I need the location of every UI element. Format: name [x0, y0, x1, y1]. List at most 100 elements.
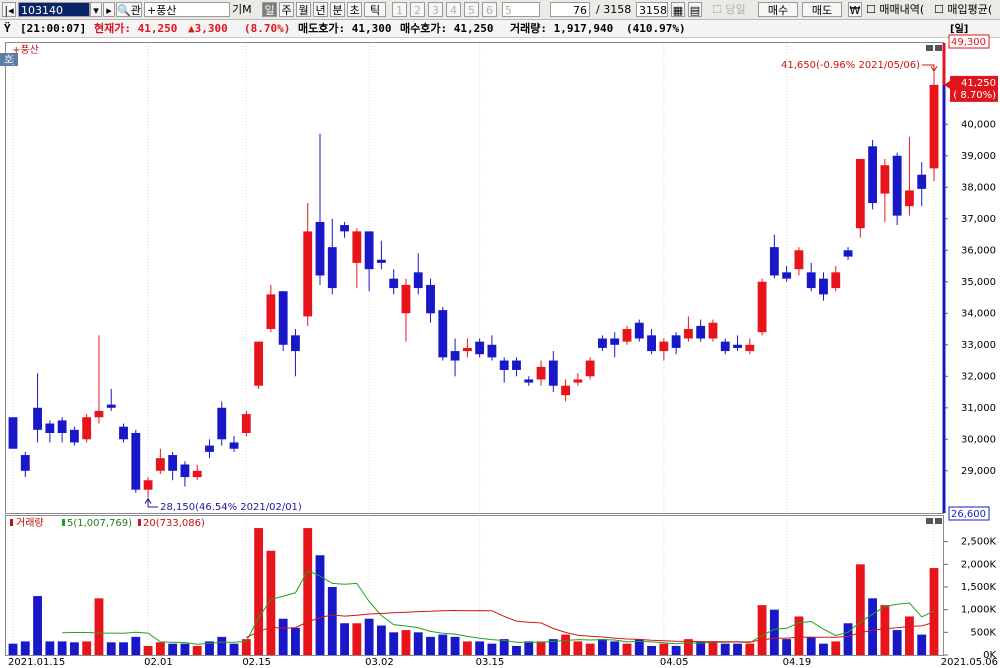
x-tick-label: 04.05 — [660, 657, 689, 668]
candle-body — [401, 284, 411, 314]
candle-body — [94, 410, 104, 418]
won-button[interactable]: ₩ — [848, 2, 862, 17]
candle-body — [475, 341, 485, 355]
candle-body — [155, 458, 165, 471]
count-button[interactable]: 1 — [392, 2, 407, 17]
pane-button[interactable] — [935, 518, 942, 524]
x-tick-label: 03.15 — [476, 657, 505, 668]
pane-button[interactable] — [926, 518, 933, 524]
name-box: +풍산 — [144, 2, 230, 17]
volume-bar — [905, 616, 914, 655]
candle-body — [303, 231, 313, 317]
first-button[interactable]: |◂ — [2, 2, 16, 17]
icon-button[interactable]: ▤ — [688, 2, 702, 17]
y-tick-label: 37,000 — [961, 214, 996, 225]
volume-bar — [241, 639, 251, 655]
volume-bar — [634, 639, 644, 655]
volume-ma-line — [246, 609, 935, 643]
volume-bar — [450, 636, 460, 655]
count-button[interactable]: 3 — [428, 2, 443, 17]
sell-button[interactable]: 매도 — [802, 2, 842, 17]
trades-check[interactable]: ☐ 매매내역( — [866, 3, 925, 16]
avg-check[interactable]: ☐ 매입평균( — [934, 3, 993, 16]
y2-tick-label: 1,500K — [961, 582, 997, 593]
y2-tick-label: 2,500K — [961, 537, 997, 548]
count-button[interactable]: 6 — [482, 2, 497, 17]
volume-bar — [131, 636, 141, 655]
candle-body — [512, 360, 521, 370]
y-tick-label: 32,000 — [961, 371, 996, 382]
next-button[interactable]: ▸ — [103, 2, 115, 17]
candle-body — [905, 190, 914, 207]
icon-button[interactable]: ▦ — [671, 2, 685, 17]
price: 현재가: 41,250 — [94, 22, 178, 35]
candle-body — [487, 344, 497, 358]
pin: Ÿ — [4, 22, 11, 35]
y-tick-label: 30,000 — [961, 434, 996, 445]
code-dropdown[interactable]: ▾ — [90, 2, 102, 17]
high-note: 41,650(-0.96% 2021/05/06) — [781, 60, 920, 71]
toolbar: |◂ 103140 ▾ ▸ 🔍관 +풍산 기M 일 주 월 년 분 초 틱 1 … — [0, 0, 1000, 20]
volume-bar — [598, 639, 607, 655]
high-arrow — [922, 64, 938, 73]
low-note: 28,150(46.54% 2021/02/01) — [160, 502, 302, 513]
y2-tick-label: 1,000K — [961, 605, 997, 616]
count-button[interactable]: 5 — [464, 2, 479, 17]
candle-body — [82, 417, 92, 440]
candle-body — [327, 247, 337, 289]
view-count[interactable]: 76 — [550, 2, 590, 17]
buy-button[interactable]: 매수 — [758, 2, 798, 17]
volume-bar — [413, 632, 423, 655]
y-tick-label: 34,000 — [961, 308, 996, 319]
code-input[interactable]: 103140 — [18, 2, 90, 17]
current-price-pointer — [944, 80, 950, 89]
volume-bar — [217, 636, 227, 655]
candle-body — [598, 338, 607, 348]
period-button[interactable]: 틱 — [364, 2, 386, 17]
volume-bar — [340, 623, 349, 655]
count-select[interactable]: 5 — [502, 2, 540, 17]
volume-bar — [745, 643, 755, 655]
volume-pane — [5, 515, 944, 656]
volume-bar — [536, 641, 546, 655]
candle-body — [536, 366, 546, 380]
period-button[interactable]: 일 — [262, 2, 277, 17]
count-button[interactable]: 4 — [446, 2, 461, 17]
y-tick-label: 29,000 — [961, 466, 996, 477]
candle-body — [352, 231, 362, 263]
volume-bar — [8, 643, 18, 655]
period-button[interactable]: 초 — [347, 2, 362, 17]
candle-body — [757, 281, 767, 333]
legend-swatch — [62, 519, 65, 526]
pane-button[interactable] — [926, 45, 933, 51]
candle-body — [205, 445, 214, 452]
count-button[interactable]: 2 — [410, 2, 425, 17]
bid: 매수호가: 41,250 — [400, 22, 494, 35]
candle-body — [462, 347, 472, 352]
volume-bar — [769, 609, 779, 655]
today-check[interactable]: ☐ 당일 — [712, 3, 746, 16]
y-tick-label: 40,000 — [961, 119, 996, 130]
period-button[interactable]: 분 — [330, 2, 345, 17]
volume-bar — [389, 632, 399, 655]
period-button[interactable]: 주 — [279, 2, 294, 17]
volume-bar — [487, 643, 497, 655]
candle-body — [634, 322, 644, 339]
legend-swatch — [10, 519, 13, 526]
volume-bar — [155, 642, 165, 655]
volume-bar — [352, 623, 362, 655]
avg-label: 매입평균( — [947, 3, 993, 16]
search-button[interactable]: 🔍관 — [116, 2, 142, 17]
total-box: 3158 — [636, 2, 668, 17]
candle-body — [708, 322, 718, 339]
pane-button[interactable] — [935, 45, 942, 51]
period-button[interactable]: 월 — [296, 2, 311, 17]
period-button[interactable]: 년 — [313, 2, 328, 17]
volume-bar — [868, 598, 878, 655]
candle-body — [241, 414, 251, 433]
volume-bar — [364, 618, 374, 655]
volume-bar — [192, 645, 202, 655]
period-box — [946, 22, 1000, 37]
volume-bar — [610, 641, 620, 655]
volume-bar — [119, 642, 128, 655]
